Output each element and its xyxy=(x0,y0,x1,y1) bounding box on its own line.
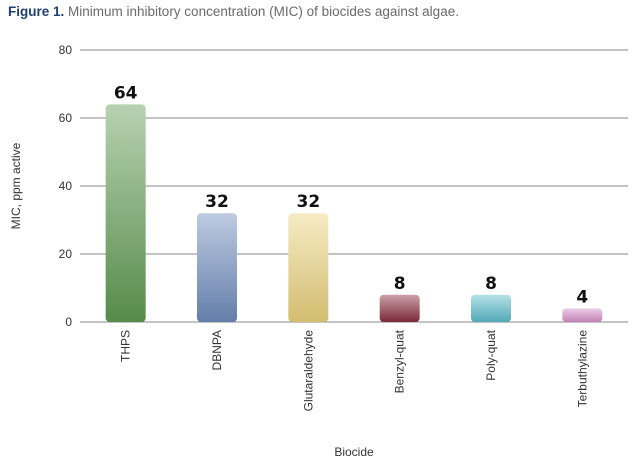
y-tick-label: 80 xyxy=(59,43,73,57)
data-label-poly-quat: 8 xyxy=(485,274,497,294)
data-label-glutaraldehyde: 32 xyxy=(296,192,320,212)
x-axis-ticks: THPS DBNPA Glutaraldehyde Benzyl-quat Poly-q… xyxy=(119,329,590,411)
x-tick-label: Benzyl-quat xyxy=(393,329,407,393)
figure-caption: Figure 1. Minimum inhibitory concentrati… xyxy=(8,4,459,19)
x-tick-label: THPS xyxy=(119,330,133,362)
x-axis-title: Biocide xyxy=(334,445,374,459)
data-label-thps: 64 xyxy=(114,83,138,103)
figure-caption-text: Minimum inhibitory concentration (MIC) o… xyxy=(68,4,459,19)
figure-number: Figure 1. xyxy=(8,4,65,19)
x-tick-label: Terbuthylazine xyxy=(575,330,589,408)
data-label-dbnpa: 32 xyxy=(205,192,229,212)
y-axis-ticks: 0 20 40 60 80 xyxy=(59,43,73,329)
bar-terbuthylazine xyxy=(562,308,603,322)
x-tick-label: Poly-quat xyxy=(484,329,498,380)
bar-dbnpa xyxy=(197,213,237,322)
y-axis-title: MIC, ppm active xyxy=(9,142,23,229)
bars xyxy=(105,104,603,323)
y-tick-label: 20 xyxy=(59,247,73,261)
bar-benzyl-quat xyxy=(379,294,420,322)
y-tick-label: 40 xyxy=(59,179,73,193)
bar-poly-quat xyxy=(471,294,511,322)
gridlines xyxy=(80,49,628,323)
data-label-benzyl-quat: 8 xyxy=(394,274,406,294)
x-tick-label: Glutaraldehyde xyxy=(301,330,315,412)
bar-thps xyxy=(105,104,146,323)
y-tick-label: 60 xyxy=(59,111,73,125)
data-label-terbuthylazine: 4 xyxy=(576,287,588,307)
bar-glutaraldehyde xyxy=(288,213,329,322)
data-labels: 64 32 32 8 8 4 xyxy=(114,83,589,307)
y-tick-label: 0 xyxy=(65,315,72,329)
x-tick-label: DBNPA xyxy=(210,330,224,370)
